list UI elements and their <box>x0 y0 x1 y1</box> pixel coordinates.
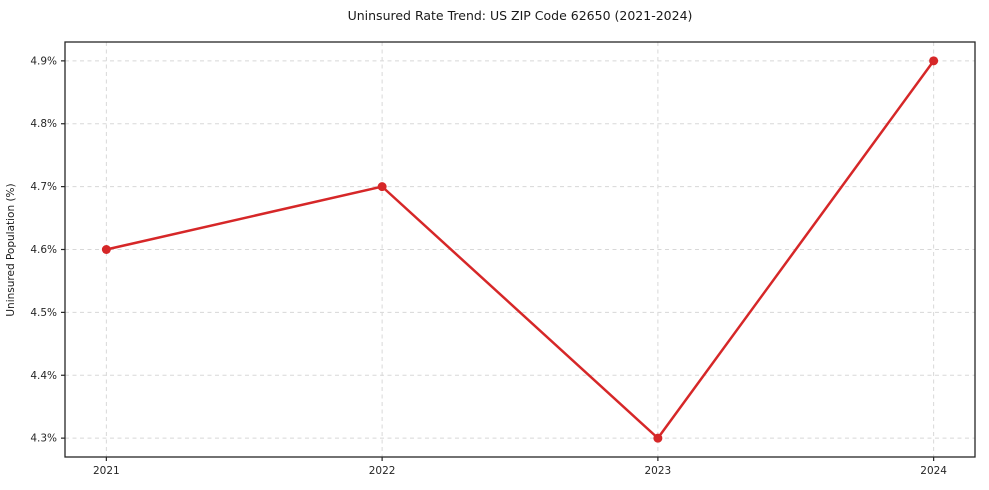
x-tick-label: 2021 <box>93 465 120 477</box>
y-tick-label: 4.6% <box>30 244 57 256</box>
y-tick-label: 4.7% <box>30 181 57 193</box>
x-tick-label: 2024 <box>920 465 947 477</box>
y-tick-label: 4.8% <box>30 118 57 130</box>
trend-line <box>105 59 935 440</box>
chart-title: Uninsured Rate Trend: US ZIP Code 62650 … <box>348 8 693 23</box>
data-point <box>653 433 663 443</box>
data-point <box>101 245 111 254</box>
x-tick-label: 2022 <box>369 465 396 477</box>
chart-plot-area: 4.3% 4.4% 4.5% 4.6% 4.7% 4.8% 4.9% 2021 2022 2023… <box>30 41 976 477</box>
y-tick-label: 4.4% <box>30 370 57 382</box>
y-tick-label: 4.5% <box>30 307 57 319</box>
x-tick-label: 2023 <box>645 465 672 477</box>
data-point <box>929 56 939 66</box>
y-axis-label: Uninsured Population (%) <box>5 183 17 316</box>
y-tick-label: 4.9% <box>30 55 57 67</box>
data-point <box>377 182 387 192</box>
y-tick-label: 4.3% <box>30 433 57 445</box>
